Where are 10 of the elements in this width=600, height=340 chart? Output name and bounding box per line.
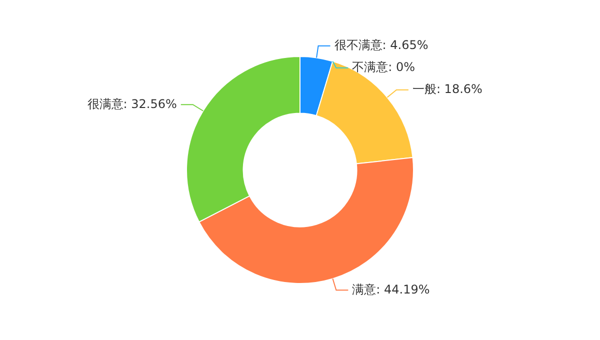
slice-label: 很不满意 bbox=[334, 38, 382, 52]
slice-label: 一般 bbox=[412, 82, 436, 96]
data-label: : 18.6% bbox=[436, 82, 482, 96]
data-label: : 4.65% bbox=[382, 38, 428, 52]
data-label: : 32.56% bbox=[123, 96, 177, 111]
slice-label: 满意 bbox=[352, 282, 376, 296]
legend-label: 不满意 bbox=[352, 60, 388, 74]
data-label: : 44.19% bbox=[376, 282, 430, 296]
text: : 0% bbox=[388, 60, 416, 74]
slice-label: 很满意 bbox=[87, 96, 124, 111]
